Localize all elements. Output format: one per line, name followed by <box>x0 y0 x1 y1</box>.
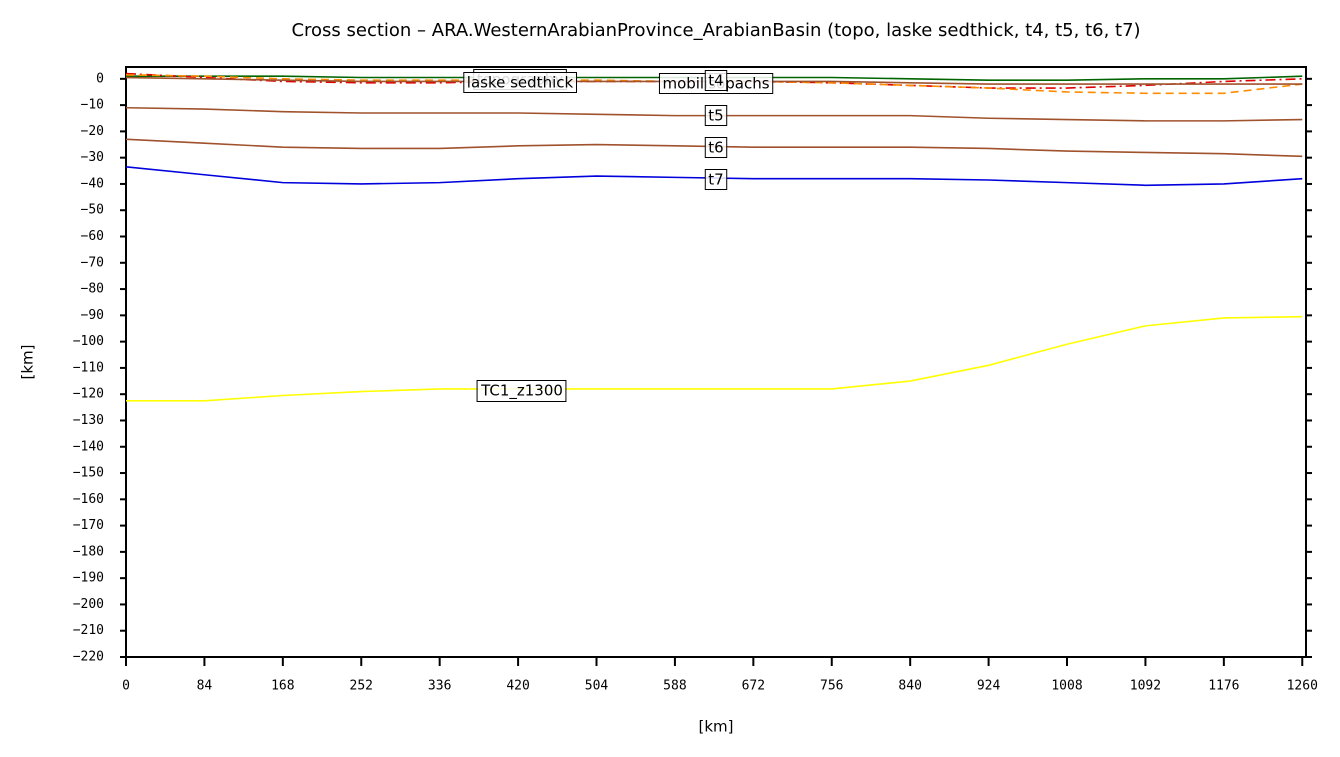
x-tick-label: 504 <box>585 679 609 694</box>
series-label-box <box>704 105 728 126</box>
x-tick-label: 1260 <box>1287 679 1318 694</box>
y-tick-label: −90 <box>81 308 104 323</box>
y-tick-label: −120 <box>73 387 104 402</box>
y-tick-label: −10 <box>81 98 104 113</box>
x-tick-label: 168 <box>271 679 294 694</box>
x-tick-label: 1176 <box>1208 679 1239 694</box>
series-label-text: t6 <box>708 139 723 157</box>
series-label-box <box>704 70 728 91</box>
y-axis-label: [km] <box>19 344 37 379</box>
y-tick-label: 0 <box>96 71 104 86</box>
y-tick-label: −220 <box>73 650 104 665</box>
x-tick-label: 0 <box>122 679 130 694</box>
series-label-box <box>463 72 577 93</box>
y-tick-label: −210 <box>73 623 104 638</box>
x-tick-label: 336 <box>428 679 451 694</box>
y-tick-label: −190 <box>73 571 104 586</box>
series-label-box <box>704 169 728 190</box>
y-tick-label: −110 <box>73 360 104 375</box>
x-tick-label: 588 <box>663 679 686 694</box>
x-tick-label: 924 <box>977 679 1001 694</box>
x-axis-label: [km] <box>698 718 733 736</box>
series-label-text: laske sedthick <box>467 74 574 92</box>
series-label: TC1_z1300 <box>476 380 567 402</box>
x-tick-label: 252 <box>350 679 373 694</box>
series-line <box>126 315 1303 402</box>
y-tick-label: −50 <box>81 203 104 218</box>
y-tick-label: −150 <box>73 466 104 481</box>
x-tick-label: 756 <box>820 679 843 694</box>
y-tick-label: −140 <box>73 439 104 454</box>
series-label-box <box>704 137 728 158</box>
y-tick-label: −170 <box>73 518 104 533</box>
chart-title: Cross section – ARA.WesternArabianProvin… <box>291 20 1140 41</box>
y-tick-label: −100 <box>73 334 104 349</box>
y-tick-label: −40 <box>81 176 104 191</box>
series-label-text: t4 <box>708 72 723 90</box>
x-tick-label: 1092 <box>1130 679 1161 694</box>
y-tick-label: −200 <box>73 597 104 612</box>
x-tick-label: 840 <box>898 679 921 694</box>
x-tick-label: 672 <box>742 679 765 694</box>
series-label: t4 <box>704 70 728 91</box>
series-label: t7 <box>704 169 728 190</box>
y-tick-label: −160 <box>73 492 104 507</box>
y-tick-label: −80 <box>81 282 104 297</box>
x-tick-label: 420 <box>506 679 529 694</box>
series-label-text: t7 <box>708 171 723 189</box>
series-label: laske sedthick <box>463 72 577 93</box>
x-tick-label: 1008 <box>1051 679 1082 694</box>
x-tick-label: 84 <box>197 679 213 694</box>
y-tick-label: −20 <box>81 124 104 139</box>
y-tick-label: −130 <box>73 413 104 428</box>
y-tick-label: −60 <box>81 229 104 244</box>
series-label-text: TC1_z1300 <box>480 382 563 401</box>
series-label-text: t5 <box>708 107 723 125</box>
series-label-box <box>476 380 567 402</box>
series-label: t5 <box>704 105 728 126</box>
series-label: t6 <box>704 137 728 158</box>
y-tick-label: −180 <box>73 544 104 559</box>
y-tick-label: −30 <box>81 150 104 165</box>
plot-frame <box>125 66 1307 658</box>
y-tick-label: −70 <box>81 255 104 270</box>
